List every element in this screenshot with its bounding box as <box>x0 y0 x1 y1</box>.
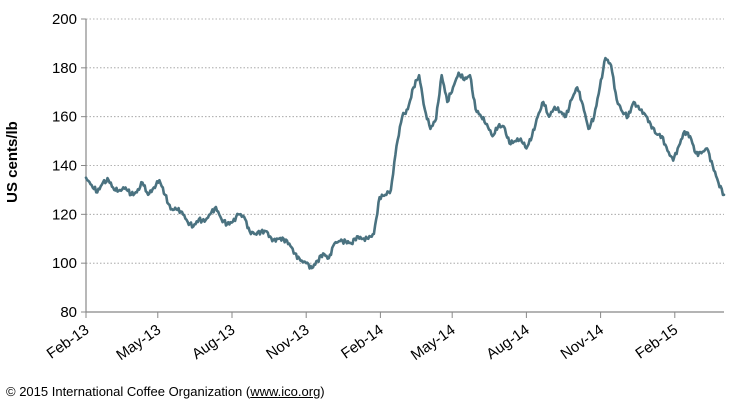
y-tick-label-120: 120 <box>52 206 77 223</box>
y-tick-label-180: 180 <box>52 60 77 77</box>
grid-lines <box>86 18 724 264</box>
copyright-close-paren: ) <box>320 384 325 399</box>
y-tick-label-160: 160 <box>52 109 77 126</box>
y-axis-label: US cents/lb <box>4 121 21 203</box>
copyright-footer: © 2015 International Coffee Organization… <box>6 384 325 399</box>
x-tick-label-Aug-14: Aug-14 <box>483 321 532 363</box>
copyright-text: © 2015 International Coffee Organization… <box>6 384 251 399</box>
x-tick-label-Nov-13: Nov-13 <box>263 321 312 363</box>
ico-website-link[interactable]: www.ico.org <box>250 384 321 399</box>
x-tick-label-May-13: May-13 <box>113 321 164 364</box>
price-series-line <box>84 56 726 270</box>
x-tick-label-Feb-14: Feb-14 <box>338 321 387 362</box>
y-tick-label-80: 80 <box>60 304 77 321</box>
x-tick-label-Aug-13: Aug-13 <box>189 321 238 363</box>
x-tick-label-Feb-13: Feb-13 <box>44 321 93 362</box>
x-tick-label-May-14: May-14 <box>408 321 459 364</box>
y-tick-label-100: 100 <box>52 255 77 272</box>
y-tick-label-200: 200 <box>52 11 77 28</box>
coffee-price-line-chart: 80 100 120 140 160 180 200 Feb-13 May-13 Aug-13 N… <box>4 11 726 364</box>
x-axis-ticks: Feb-13 May-13 Aug-13 Nov-13 Feb-14 May-14 Aug-… <box>44 312 681 364</box>
x-tick-label-Feb-15: Feb-15 <box>632 321 681 362</box>
y-axis-ticks: 80 100 120 140 160 180 200 <box>52 11 86 321</box>
y-tick-label-140: 140 <box>52 158 77 175</box>
x-tick-label-Nov-14: Nov-14 <box>558 321 607 363</box>
